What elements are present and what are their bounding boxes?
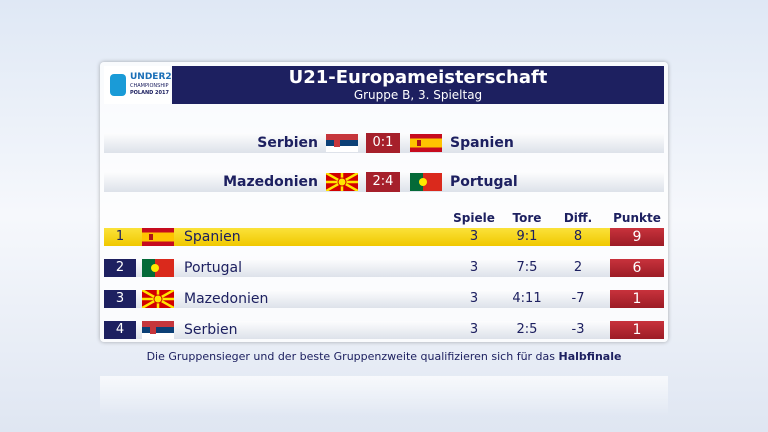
team: Portugal [184, 260, 242, 276]
row-bar [104, 290, 664, 308]
column-header: Punkte [613, 211, 661, 225]
flag [326, 173, 358, 191]
cell-games: 3 [469, 322, 479, 337]
cell-diff: -3 [571, 322, 585, 337]
team: Mazedonien [184, 291, 269, 307]
subtitle: Gruppe B, 3. Spieltag [353, 88, 483, 102]
flag [142, 259, 174, 277]
cell-goals: 2:5 [516, 322, 538, 337]
cell-goals: 4:11 [512, 291, 542, 306]
footer: Die Gruppensieger und der beste Gruppenz… [100, 350, 668, 363]
logo-text: POLAND 2017 [130, 90, 169, 96]
footer-bold: Halbfinale [558, 350, 622, 363]
rank: 4 [104, 321, 136, 339]
logo: UNDER21 CHAMPIONSHIP POLAND 2017 [104, 66, 178, 104]
flag [326, 134, 358, 152]
score: 2:4 [366, 172, 400, 192]
points: 1 [610, 321, 664, 339]
cell-goals: 9:1 [516, 229, 538, 244]
column-header: Tore [512, 211, 542, 225]
header: U21-Europameisterschaft Gruppe B, 3. Spi… [172, 66, 664, 104]
home-team: Mazedonien [223, 174, 318, 190]
row-bar [104, 228, 664, 246]
logo-trophy [110, 74, 126, 96]
row-bar [104, 321, 664, 339]
cell-goals: 7:5 [516, 260, 538, 275]
flag [410, 173, 442, 191]
cell-games: 3 [469, 291, 479, 306]
cell-diff: 2 [573, 260, 583, 275]
flag [142, 228, 174, 246]
flag [142, 290, 174, 308]
points: 9 [610, 228, 664, 246]
logo-text: CHAMPIONSHIP [130, 83, 169, 89]
home-team: Serbien [257, 135, 318, 151]
rank: 1 [115, 229, 125, 244]
away-team: Portugal [450, 174, 518, 190]
row-bar [104, 259, 664, 277]
logo-text: UNDER21 [130, 72, 178, 82]
cell-diff: 8 [573, 229, 583, 244]
cell-games: 3 [469, 229, 479, 244]
reflection [100, 376, 668, 416]
away-team: Spanien [450, 135, 514, 151]
column-header: Diff. [563, 211, 593, 225]
flag [142, 321, 174, 339]
cell-games: 3 [469, 260, 479, 275]
flag [410, 134, 442, 152]
rank: 3 [104, 290, 136, 308]
rank: 2 [104, 259, 136, 277]
footer-text: Die Gruppensieger und der beste Gruppenz… [146, 350, 556, 363]
points: 6 [610, 259, 664, 277]
score: 0:1 [366, 133, 400, 153]
title: U21-Europameisterschaft [288, 67, 548, 88]
team: Serbien [184, 322, 238, 338]
points: 1 [610, 290, 664, 308]
team: Spanien [184, 229, 241, 245]
column-header: Spiele [453, 211, 495, 225]
cell-diff: -7 [571, 291, 585, 306]
